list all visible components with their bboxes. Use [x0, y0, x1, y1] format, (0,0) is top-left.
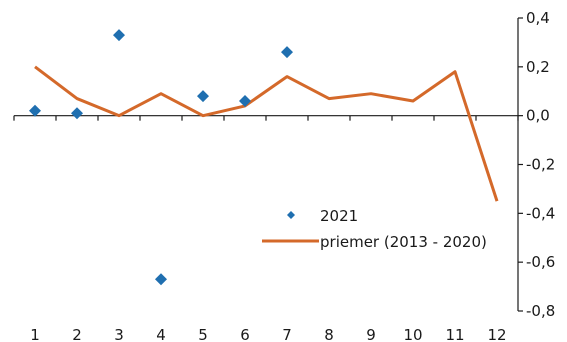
x-tick-label: 1: [30, 326, 40, 342]
plot-area: [29, 29, 499, 286]
legend-label-priemer: priemer (2013 - 2020): [320, 233, 487, 251]
y-tick-label: -0,2: [526, 156, 555, 174]
axes: 0,40,20,0-0,2-0,4-0,6-0,8 1 2 3 4 5 6 7 8 9 10 11 1…: [13, 9, 555, 342]
data-point-2021: [197, 90, 209, 103]
x-tick-label: 6: [240, 326, 250, 342]
x-tick-label: 9: [366, 326, 376, 342]
y-tick-label: 0,0: [526, 107, 550, 125]
series-line-priemer: [34, 65, 499, 202]
x-tick-label: 10: [403, 326, 422, 342]
data-point-2021: [155, 273, 167, 286]
y-tick-label: 0,2: [526, 58, 550, 76]
x-tick-label: 7: [282, 326, 292, 342]
legend: 2021 priemer (2013 - 2020): [262, 207, 487, 251]
data-point-2021: [239, 95, 251, 108]
legend-marker-2021: [287, 211, 295, 219]
data-point-2021: [71, 107, 83, 120]
y-tick-label: 0,4: [526, 9, 550, 27]
x-tick-label: 5: [198, 326, 208, 342]
x-tick-label: 2: [72, 326, 82, 342]
y-tick-label: -0,4: [526, 204, 555, 222]
data-point-2021: [281, 46, 293, 59]
x-axis-ticks: 1 2 3 4 5 6 7 8 9 10 11 12: [13, 115, 519, 342]
x-tick-label: 4: [156, 326, 166, 342]
y-axis-ticks: 0,4 0,2 0,0 -0,2 -0,4 -0,6 -0,8: [518, 9, 555, 320]
y-tick-label: -0,6: [526, 253, 555, 271]
x-tick-label: 3: [114, 326, 124, 342]
data-point-2021: [29, 104, 41, 117]
x-tick-label: 12: [487, 326, 506, 342]
legend-label-2021: 2021: [320, 207, 358, 225]
data-point-2021: [113, 29, 125, 42]
y-tick-label: -0,8: [526, 302, 555, 320]
x-tick-label: 11: [445, 326, 464, 342]
x-tick-label: 8: [324, 326, 334, 342]
